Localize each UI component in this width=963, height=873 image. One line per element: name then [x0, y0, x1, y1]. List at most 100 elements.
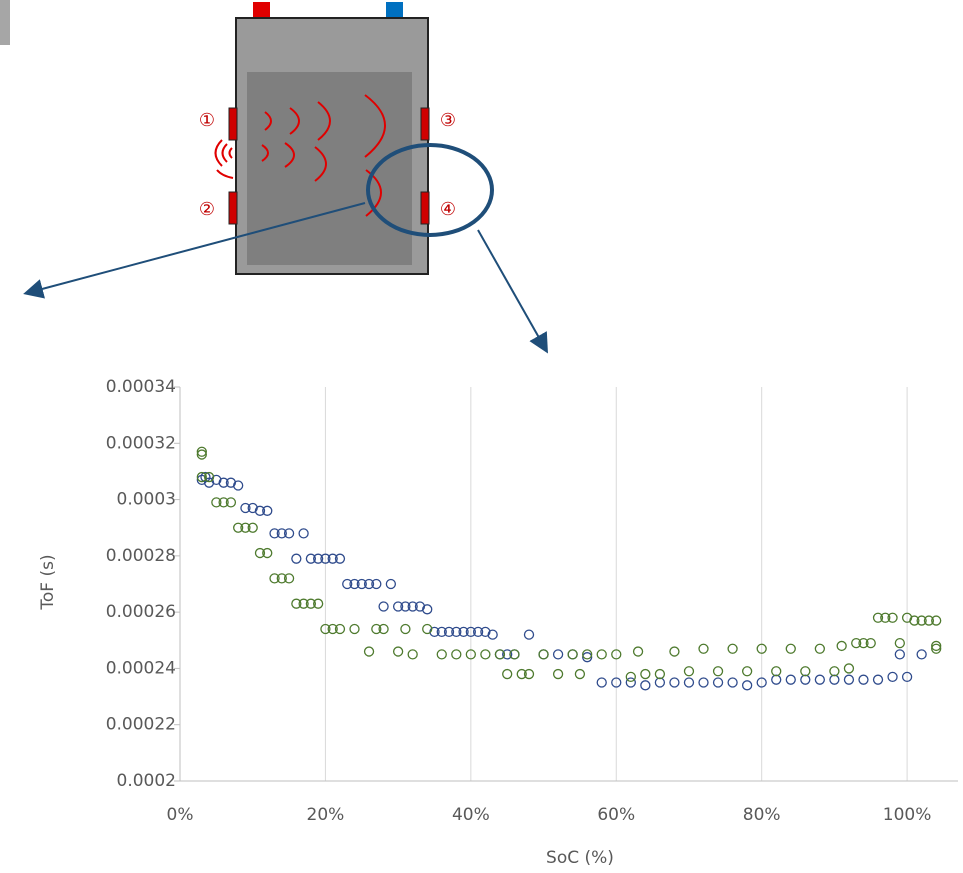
point — [465, 649, 476, 660]
point — [254, 547, 266, 559]
point — [502, 649, 513, 660]
point — [480, 649, 491, 660]
point — [378, 601, 389, 612]
y-tick-label: 0.00026 — [106, 602, 176, 622]
point — [283, 573, 295, 584]
point — [582, 652, 593, 663]
point — [843, 663, 855, 674]
point — [814, 674, 826, 685]
point — [262, 547, 273, 559]
point — [640, 668, 651, 680]
point — [211, 474, 222, 486]
x-tick-label: 20% — [307, 805, 345, 825]
point — [509, 649, 520, 660]
point — [574, 668, 586, 680]
battery-core — [247, 72, 412, 265]
point — [654, 677, 666, 688]
point — [291, 553, 302, 564]
point — [669, 646, 680, 657]
point — [901, 612, 913, 623]
point — [436, 649, 447, 660]
point — [538, 649, 549, 660]
point — [741, 680, 753, 691]
point — [741, 666, 753, 677]
arrow — [477, 229, 548, 354]
point — [371, 578, 382, 590]
point — [611, 677, 622, 688]
point — [240, 502, 251, 514]
x-tick-label: 0% — [167, 805, 194, 825]
x-axis-label: SoC (%) — [546, 848, 614, 868]
point — [203, 477, 215, 488]
point — [436, 626, 447, 637]
point — [923, 615, 935, 626]
point — [523, 668, 535, 680]
highlight-ellipse — [366, 143, 494, 237]
point — [327, 623, 338, 635]
point — [443, 626, 455, 637]
point — [392, 646, 404, 657]
point — [305, 598, 317, 609]
point — [669, 677, 680, 688]
point — [312, 598, 324, 609]
point — [458, 626, 469, 637]
point — [872, 674, 884, 685]
point — [320, 553, 331, 564]
point — [516, 668, 527, 680]
arrow — [23, 202, 366, 299]
point — [247, 502, 258, 514]
point — [611, 649, 622, 660]
point — [218, 497, 229, 508]
point — [429, 626, 440, 637]
y-tick-label: 0.0002 — [117, 771, 176, 791]
sensor-label: ① — [199, 110, 215, 131]
point — [422, 623, 433, 635]
point — [654, 668, 666, 680]
y-tick-label: 0.00022 — [106, 715, 176, 735]
point — [756, 677, 767, 688]
point — [305, 553, 317, 564]
point — [480, 626, 491, 637]
point — [698, 677, 709, 688]
point — [233, 480, 244, 491]
point — [407, 601, 418, 612]
point — [640, 680, 651, 691]
y-axis-label: ToF (s) — [38, 554, 58, 610]
point — [552, 668, 564, 680]
point — [698, 643, 709, 654]
point — [683, 677, 695, 688]
point — [727, 677, 738, 688]
point — [552, 649, 564, 660]
point — [247, 522, 258, 533]
point — [887, 671, 898, 683]
point — [901, 671, 913, 683]
point — [363, 578, 375, 590]
point — [632, 646, 644, 657]
point — [931, 640, 942, 652]
sensor — [420, 191, 430, 225]
point — [211, 497, 222, 508]
sensor-label: ④ — [440, 199, 456, 220]
point — [487, 629, 498, 640]
point — [240, 522, 251, 533]
x-tick-label: 40% — [452, 805, 490, 825]
point — [276, 573, 287, 584]
terminal-negative — [386, 2, 403, 19]
point — [785, 674, 796, 685]
point — [385, 578, 397, 590]
point — [567, 649, 578, 660]
point — [334, 623, 346, 635]
point — [872, 612, 884, 623]
point — [829, 674, 840, 685]
point — [727, 643, 738, 654]
point — [233, 522, 244, 533]
point — [800, 666, 811, 677]
point — [494, 649, 506, 660]
point — [472, 626, 484, 637]
point — [887, 612, 898, 623]
sensor-label: ③ — [440, 110, 456, 131]
point — [283, 528, 295, 539]
point — [342, 578, 353, 590]
point — [414, 601, 426, 612]
